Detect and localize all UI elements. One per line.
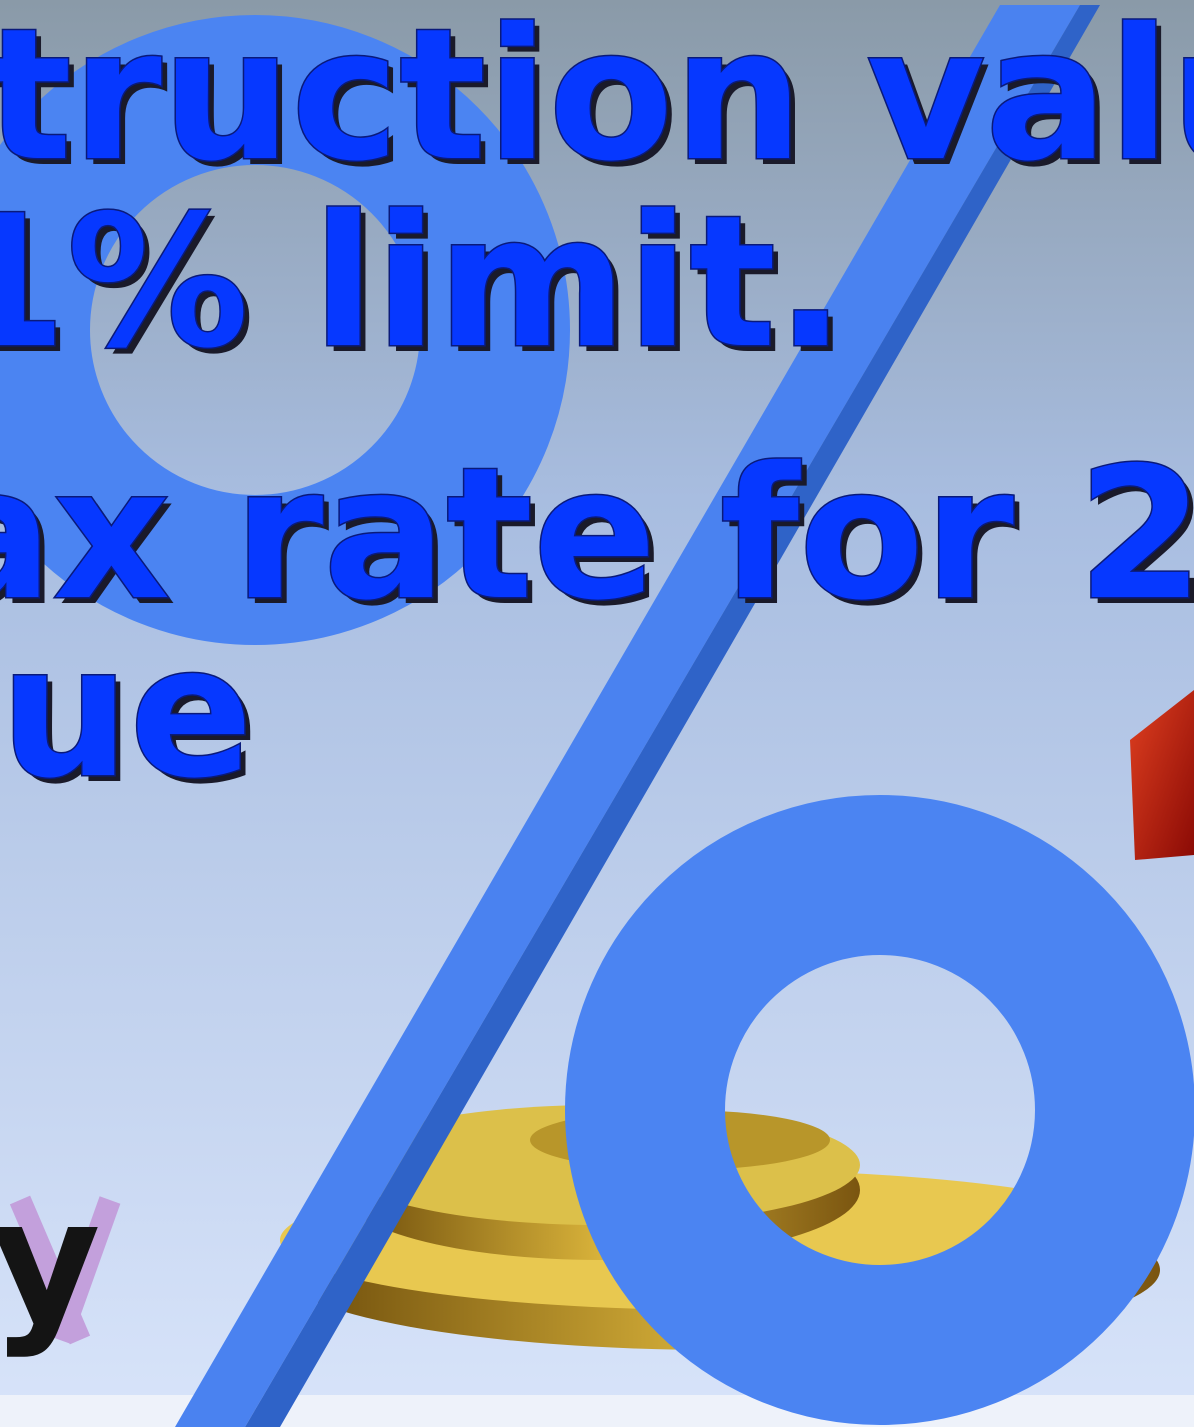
headline-line: ue: [0, 606, 253, 818]
headline-line: truction valu: [0, 0, 1194, 201]
corner-text: y: [0, 1163, 101, 1361]
page: truction valutruction valu1% limit.1% li…: [0, 0, 1194, 1427]
headline-line: 1% limit.: [0, 176, 845, 388]
scene: truction valutruction valu1% limit.1% li…: [0, 0, 1194, 1427]
